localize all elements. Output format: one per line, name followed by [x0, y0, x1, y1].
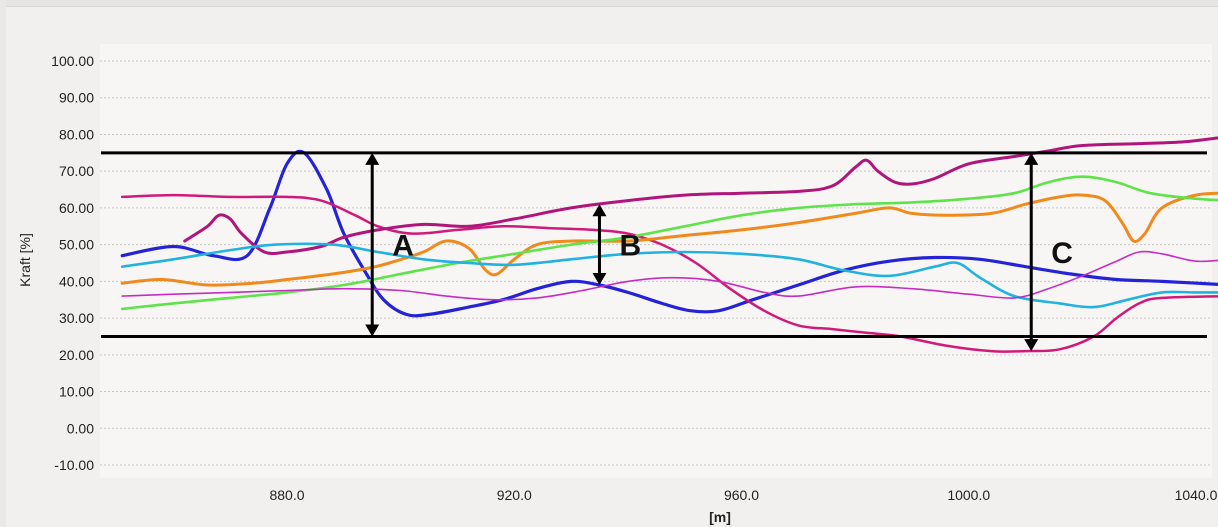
- x-tick-label: 920.0: [497, 487, 532, 503]
- series-line-1: [120, 149, 1218, 318]
- window-left-edge: [0, 0, 6, 527]
- y-tick-label: 10.00: [59, 384, 94, 400]
- y-tick-label: 90.00: [59, 90, 94, 106]
- annotation-arrow-c: [1024, 152, 1039, 352]
- y-tick-label: 30.00: [59, 310, 94, 326]
- series-line-4: [120, 191, 1218, 287]
- series-line-3: [183, 136, 1218, 256]
- y-axis-title: Kraft [%]: [17, 233, 33, 287]
- series-line-7: [121, 250, 1218, 301]
- annotation-label-b: B: [619, 230, 641, 263]
- series-line-6: [120, 242, 1218, 309]
- x-axis-title: [m]: [709, 509, 731, 525]
- y-tick-label: 40.00: [59, 273, 94, 289]
- series-line-2: [120, 193, 1218, 353]
- annotation-label-c: C: [1051, 237, 1073, 270]
- toolbar-strip: [0, 0, 1218, 7]
- series-line-5: [120, 175, 1218, 311]
- x-tick-label: 1040.0: [1175, 487, 1218, 503]
- y-tick-label: 50.00: [59, 237, 94, 253]
- x-tick-label: 960.0: [724, 487, 759, 503]
- y-tick-label: 20.00: [59, 347, 94, 363]
- y-tick-label: -10.00: [54, 457, 94, 473]
- y-tick-label: 60.00: [59, 200, 94, 216]
- y-tick-label: 80.00: [59, 126, 94, 142]
- annotation-arrow-b: [592, 204, 607, 286]
- x-tick-label: 1000.0: [947, 487, 990, 503]
- y-tick-label: 100.00: [51, 53, 94, 69]
- plot-area: [100, 44, 1212, 478]
- annotation-arrow-a: [365, 152, 380, 337]
- y-tick-label: 70.00: [59, 163, 94, 179]
- y-tick-label: 0.00: [67, 420, 94, 436]
- x-tick-label: 880.0: [269, 487, 304, 503]
- annotation-label-a: A: [392, 230, 414, 263]
